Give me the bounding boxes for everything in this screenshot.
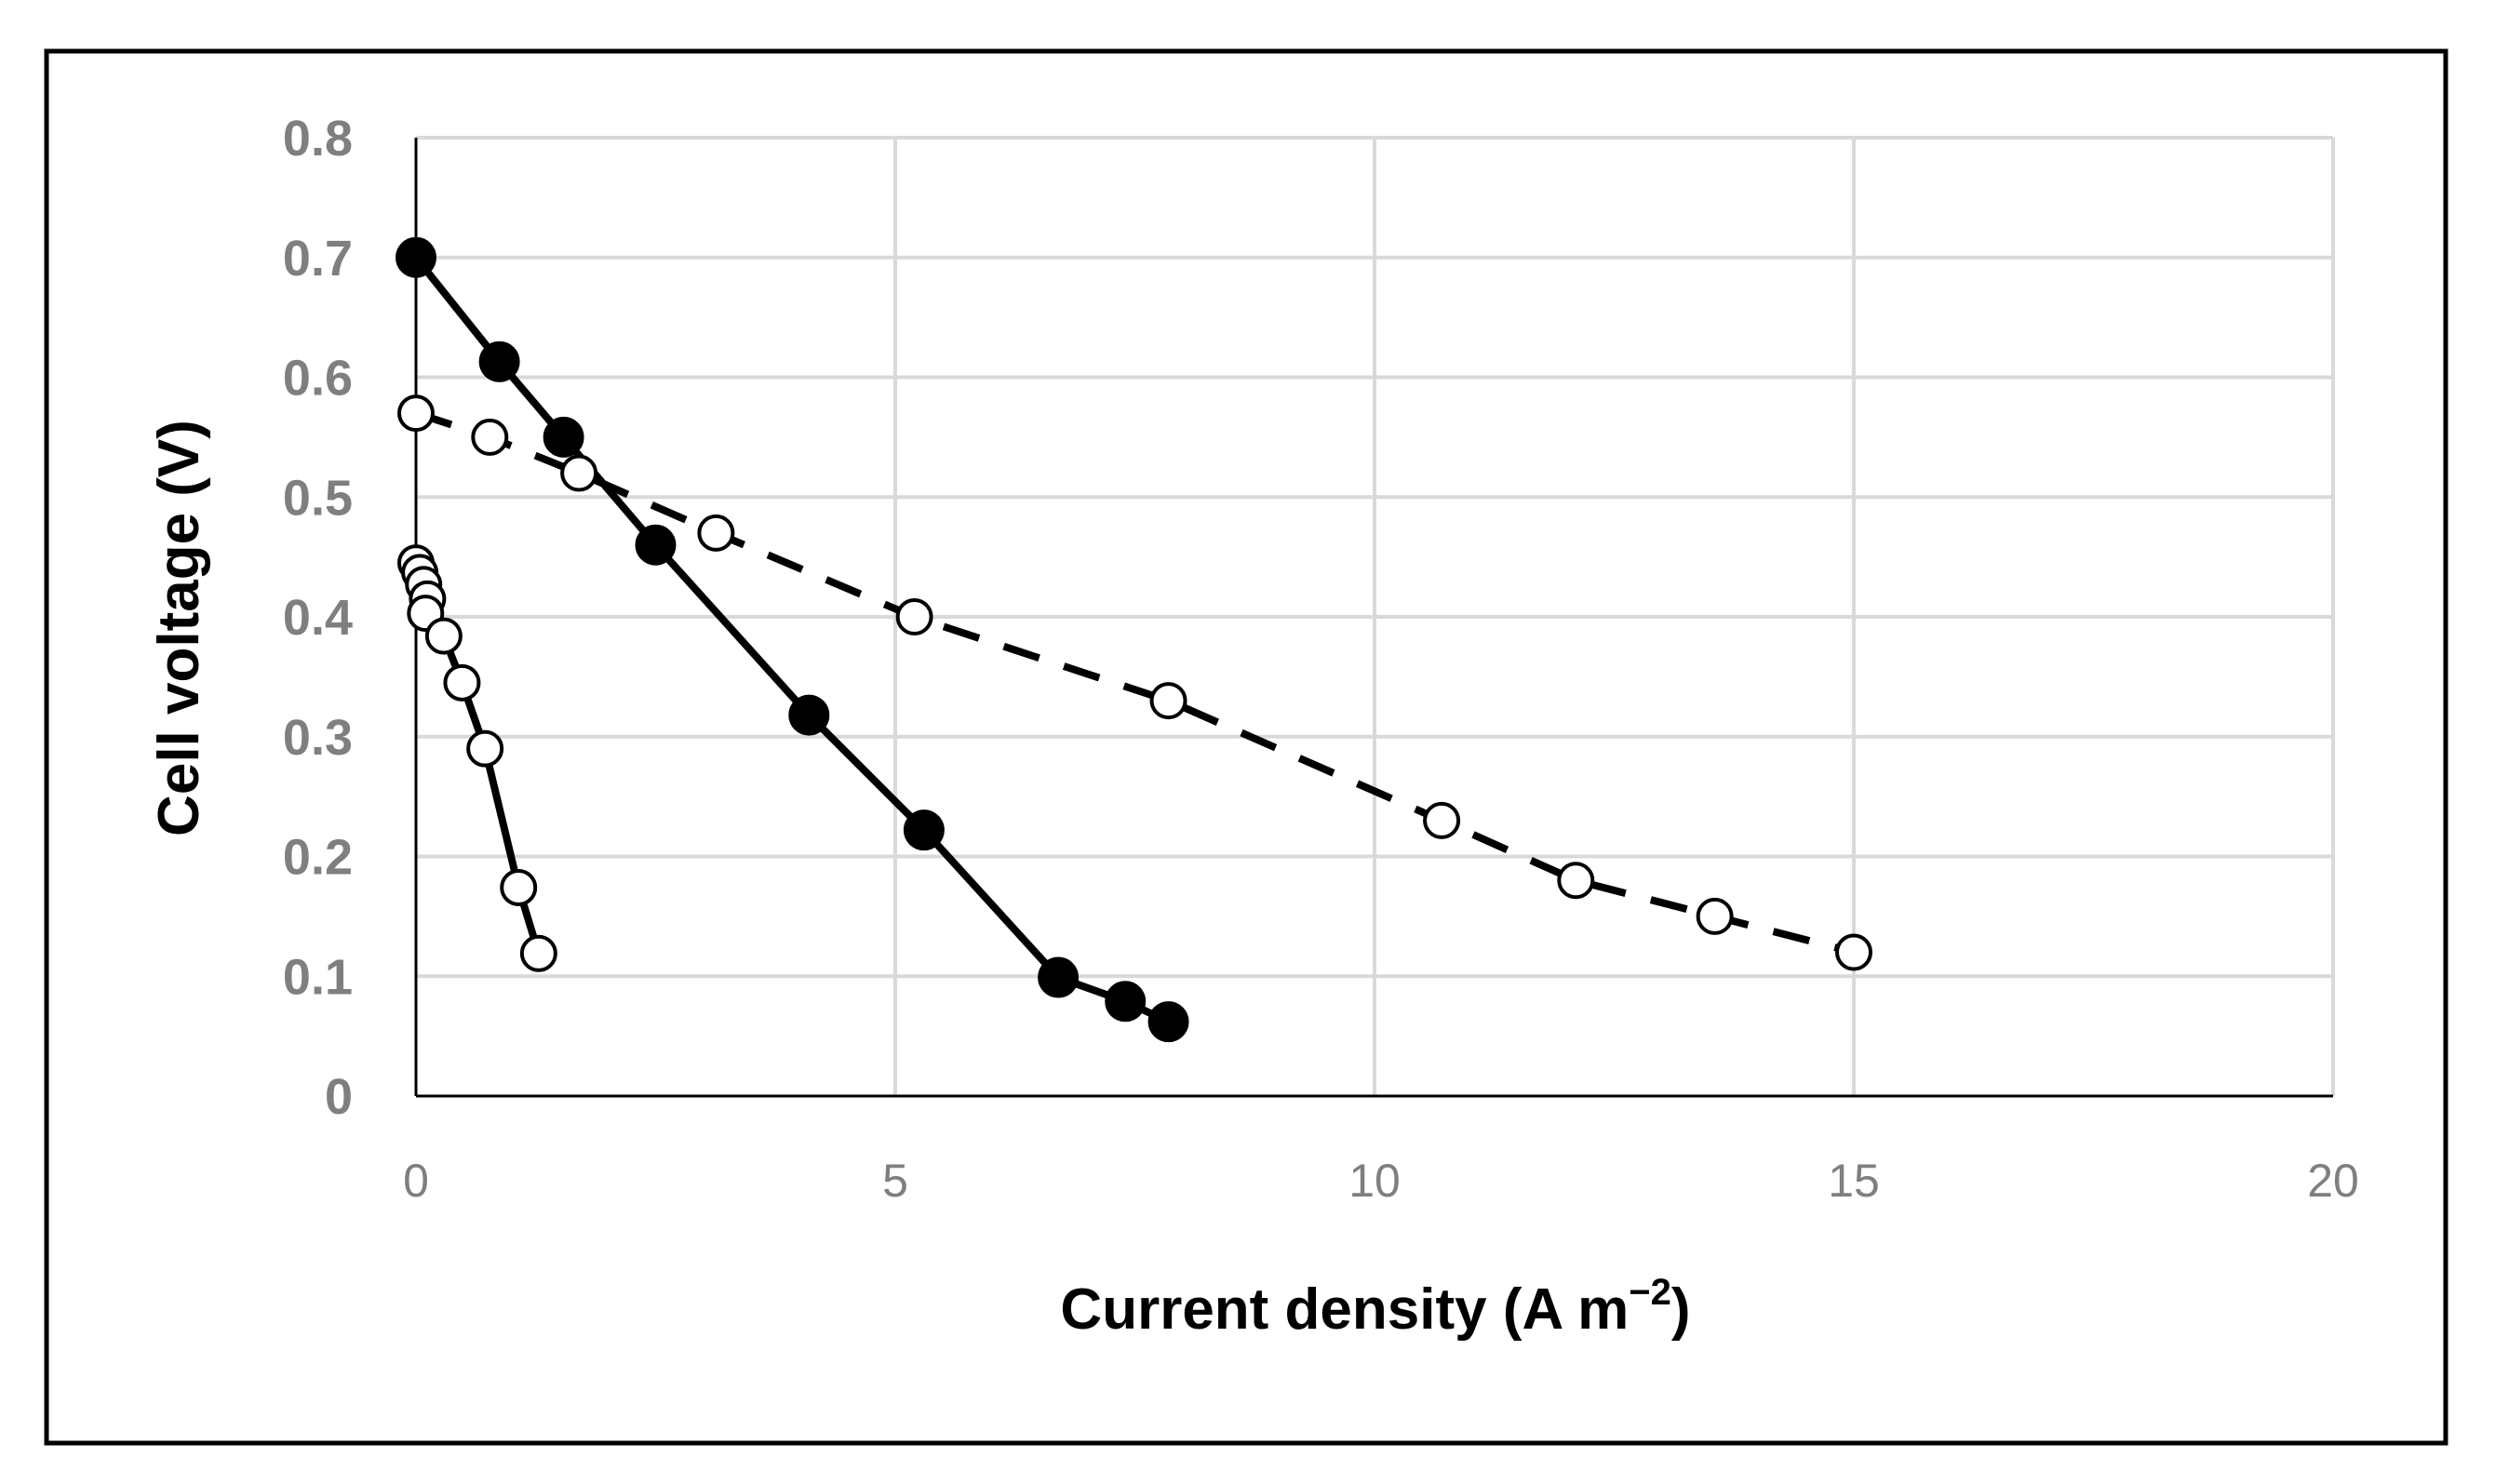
x-tick-label: 5 <box>882 1155 908 1207</box>
series-open-markers-dashed-line <box>397 394 1872 971</box>
data-point <box>424 617 463 655</box>
data-point <box>635 524 677 566</box>
series-filled-markers-solid-line <box>396 236 1189 1043</box>
data-point <box>1835 933 1872 971</box>
data-point <box>478 341 520 382</box>
data-point <box>1038 956 1080 998</box>
y-tick-label: 0.7 <box>283 231 353 287</box>
chart-frame <box>44 48 2448 1446</box>
data-point <box>397 394 435 433</box>
y-tick-label: 0.1 <box>283 949 353 1005</box>
data-point <box>1423 801 1461 839</box>
data-point <box>471 418 509 456</box>
y-tick-label: 0.2 <box>283 830 353 886</box>
series-layer <box>396 236 1872 1043</box>
data-point <box>1105 981 1147 1023</box>
x-axis-title: Current density (A m−2) <box>1060 1272 1690 1342</box>
x-axis-title-suffix: ) <box>1671 1277 1691 1342</box>
x-tick-label: 15 <box>1828 1155 1880 1207</box>
data-point <box>788 694 830 736</box>
y-tick-label: 0.5 <box>283 470 353 526</box>
data-point <box>903 809 945 851</box>
y-tick-label: 0.8 <box>283 111 353 167</box>
y-axis-title: Cell voltage (V) <box>147 420 211 836</box>
data-point <box>1696 897 1734 935</box>
data-point <box>697 514 735 552</box>
x-axis-title-superscript: −2 <box>1629 1272 1671 1313</box>
data-point <box>466 729 504 768</box>
data-point <box>543 416 584 458</box>
y-tick-label: 0.6 <box>283 351 353 407</box>
data-point <box>443 663 481 702</box>
data-point <box>560 454 598 492</box>
y-tick-label: 0.3 <box>283 710 353 766</box>
x-axis-title-main: Current density (A m <box>1060 1277 1629 1342</box>
grid <box>416 136 2335 1096</box>
x-tick-label: 20 <box>2307 1155 2359 1207</box>
data-point <box>519 934 557 972</box>
data-point <box>1147 1001 1189 1043</box>
data-point <box>1557 862 1595 900</box>
tick-labels: 0 0.1 0.2 0.3 0.4 0.5 0.6 0.7 0.8 0 5 10 15 20 <box>283 111 2359 1207</box>
y-tick-label: 0 <box>325 1069 353 1125</box>
data-point <box>396 236 436 278</box>
x-tick-label: 10 <box>1348 1155 1401 1207</box>
data-point <box>1149 682 1187 720</box>
x-tick-label: 0 <box>403 1155 429 1207</box>
y-tick-label: 0.4 <box>283 590 353 646</box>
data-point <box>895 598 933 635</box>
data-point <box>500 868 538 906</box>
series-open-markers-solid-line <box>397 544 557 972</box>
